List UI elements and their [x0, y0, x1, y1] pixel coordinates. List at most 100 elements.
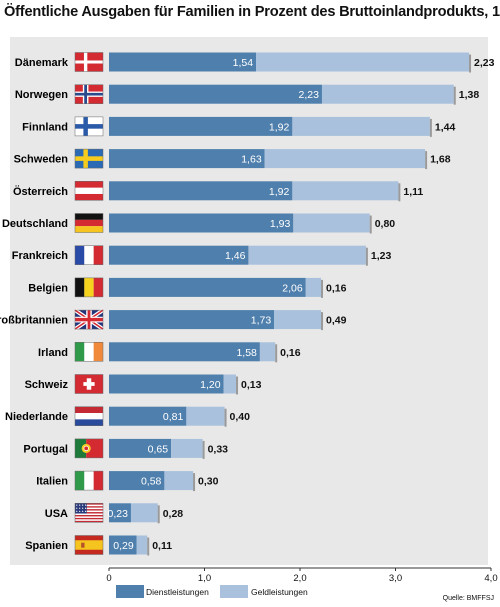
x-tick-label: 3,0 — [389, 573, 402, 584]
bar-dienstleistungen — [109, 116, 293, 136]
bar-shadow — [147, 537, 150, 556]
source-note: Quelle: BMFFSJ — [443, 595, 494, 602]
flag-border — [74, 470, 104, 491]
legend-geldleistungen-swatch — [220, 585, 248, 598]
flag-part — [75, 226, 103, 233]
country-label: Frankreich — [12, 250, 69, 262]
flag-part — [75, 438, 87, 458]
flag-part — [82, 504, 84, 506]
country-label: Großbritannien — [0, 315, 68, 327]
bar-shadow — [321, 279, 324, 298]
value-label-geldleistungen: 2,23 — [474, 57, 495, 69]
value-label-dienstleistungen: 1,20 — [200, 379, 221, 391]
flag-part — [75, 507, 103, 510]
value-label-dienstleistungen: 0,29 — [113, 540, 134, 552]
flag-border — [74, 277, 104, 298]
bar-shadow — [369, 215, 372, 234]
flag-part — [86, 438, 103, 458]
flag-border — [74, 181, 104, 201]
bar-dienstleistungen — [109, 503, 131, 523]
bar-dienstleistungen — [109, 52, 257, 72]
germany-flag-icon — [74, 213, 104, 233]
flag-part — [76, 510, 78, 512]
flag-border — [74, 535, 104, 555]
flag-part — [84, 510, 87, 512]
flag-part — [93, 245, 103, 265]
bar-geldleistungen — [164, 471, 194, 491]
bar-geldleistungen — [292, 116, 430, 136]
bar-geldleistungen — [256, 52, 470, 72]
flag-part — [84, 507, 87, 509]
flag-part — [75, 512, 103, 514]
value-label-geldleistungen: 0,11 — [152, 540, 172, 552]
bar-shadow — [224, 408, 227, 427]
flag-border — [74, 148, 104, 169]
flag-part — [84, 342, 94, 362]
value-label-dienstleistungen: 1,73 — [251, 315, 272, 327]
flag-part — [76, 504, 78, 506]
value-label-dienstleistungen: 2,06 — [282, 282, 303, 294]
value-label-dienstleistungen: 1,58 — [236, 347, 257, 359]
flag-border — [74, 374, 104, 394]
bar-shadow — [275, 344, 278, 363]
bar-dienstleistungen — [109, 245, 249, 265]
country-label: Italien — [36, 476, 68, 488]
flag-part — [84, 245, 94, 265]
x-tick-label: 1,0 — [198, 573, 211, 584]
bar-shadow — [429, 118, 432, 137]
bar-geldleistungen — [292, 181, 399, 201]
bar-dienstleistungen — [109, 374, 224, 394]
flag-part — [75, 342, 85, 362]
flag-part — [81, 542, 85, 548]
value-label-geldleistungen: 1,38 — [459, 89, 480, 101]
flag-part — [75, 513, 103, 515]
denmark-flag-icon — [74, 52, 104, 72]
flag-part — [82, 507, 84, 509]
bar-geldleistungen — [293, 213, 370, 233]
country-label: USA — [45, 508, 68, 520]
bar-geldleistungen — [130, 503, 158, 523]
country-label: Belgien — [28, 282, 68, 294]
value-label-geldleistungen: 0,40 — [230, 411, 251, 423]
value-label-geldleistungen: 1,68 — [430, 154, 451, 166]
flag-part — [75, 60, 103, 64]
flag-part — [75, 471, 85, 491]
flag-part — [83, 382, 95, 386]
country-label: Schweiz — [25, 379, 69, 391]
bar-dienstleistungen — [109, 406, 187, 426]
bar-shadow — [365, 247, 368, 266]
flag-part — [93, 471, 103, 491]
bar-shadow — [202, 440, 205, 459]
bar-dienstleistungen — [109, 342, 260, 362]
value-label-geldleistungen: 1,11 — [403, 186, 423, 198]
flag-border — [74, 342, 104, 362]
country-label: Portugal — [23, 443, 68, 455]
flag-part — [84, 277, 94, 297]
bar-dienstleistungen — [109, 84, 322, 104]
flag-border — [74, 245, 104, 265]
bar-shadow — [425, 151, 428, 170]
value-label-geldleistungen: 1,23 — [371, 250, 392, 262]
flag-border — [74, 503, 104, 523]
switzerland-flag-icon — [74, 374, 104, 394]
x-tick-label: 0 — [106, 573, 111, 584]
legend-dienstleistungen-swatch — [116, 585, 144, 598]
bar-shadow — [193, 473, 196, 492]
flag-part — [75, 506, 103, 508]
value-label-dienstleistungen: 0,23 — [108, 508, 129, 520]
flag-part — [75, 124, 103, 129]
bar-shadow — [236, 376, 239, 395]
flag-part — [84, 471, 94, 491]
country-label: Dänemark — [15, 57, 69, 69]
value-label-geldleistungen: 1,44 — [435, 121, 456, 133]
value-label-dienstleistungen: 1,93 — [270, 218, 291, 230]
flag-part — [75, 406, 103, 414]
italy-flag-icon — [74, 470, 104, 491]
value-label-geldleistungen: 0,30 — [198, 476, 219, 488]
flag-part — [75, 540, 103, 550]
bar-geldleistungen — [264, 149, 426, 169]
flag-part — [75, 156, 103, 161]
netherlands-flag-icon — [74, 406, 104, 426]
flag-part — [79, 510, 81, 512]
value-label-dienstleistungen: 1,92 — [269, 121, 290, 133]
